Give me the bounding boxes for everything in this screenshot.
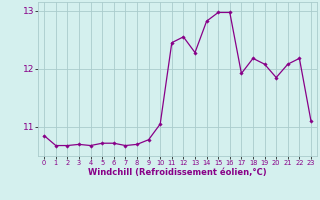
X-axis label: Windchill (Refroidissement éolien,°C): Windchill (Refroidissement éolien,°C) <box>88 168 267 177</box>
